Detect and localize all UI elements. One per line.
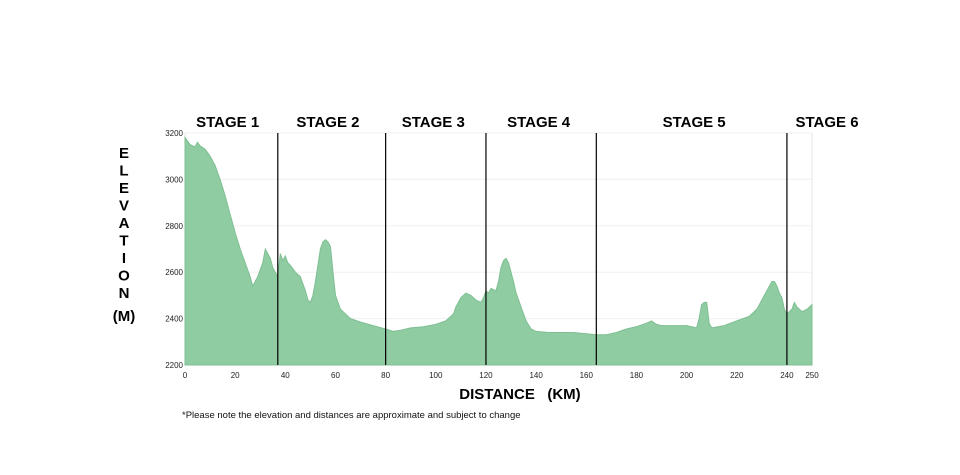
x-tick-label: 0	[183, 371, 188, 380]
x-tick-label: 80	[381, 371, 390, 380]
x-axis-ticks: 0 20 40 60 80 100 120 140 160 180 200 220 240 250	[183, 371, 819, 380]
x-tick-label: 250	[805, 371, 819, 380]
y-tick-label: 2800	[165, 222, 183, 231]
x-axis-title: DISTANCE (KM)	[459, 386, 580, 403]
y-tick-label: 2400	[165, 315, 183, 324]
x-tick-label: 100	[429, 371, 443, 380]
x-tick-label: 20	[231, 371, 240, 380]
x-tick-label: 120	[479, 371, 493, 380]
y-axis-unit: (M)	[113, 308, 136, 325]
x-tick-label: 180	[630, 371, 644, 380]
y-axis-title-letter: E	[119, 145, 129, 162]
elevation-area	[184, 136, 813, 366]
stage-label: STAGE 1	[196, 114, 259, 131]
stage-label: STAGE 2	[296, 114, 359, 131]
footnote: *Please note the elevation and distances…	[182, 410, 521, 421]
stage-label: STAGE 5	[663, 114, 726, 131]
x-tick-label: 60	[331, 371, 340, 380]
x-tick-label: 40	[281, 371, 290, 380]
y-axis-title-letter: V	[119, 198, 129, 215]
y-axis-title-letter: O	[118, 268, 130, 285]
y-tick-label: 3000	[165, 175, 183, 184]
x-tick-label: 220	[730, 371, 744, 380]
y-tick-label: 2200	[165, 361, 183, 370]
y-axis-title-letter: T	[119, 233, 128, 250]
x-tick-label: 200	[680, 371, 694, 380]
y-axis-title-letter: N	[119, 285, 130, 302]
x-tick-label: 240	[780, 371, 794, 380]
x-tick-label: 160	[580, 371, 594, 380]
stage-boundary-lines	[277, 133, 788, 365]
y-axis-title-letter: I	[122, 250, 126, 267]
y-axis-title-letter: A	[119, 215, 130, 232]
y-axis-title-letter: L	[119, 163, 128, 180]
y-tick-label: 3200	[165, 129, 183, 138]
stage-labels: STAGE 1 STAGE 2 STAGE 3 STAGE 4 STAGE 5 STAGE…	[196, 114, 858, 131]
y-axis-ticks: 2200 2400 2600 2800 3000 3200	[165, 129, 183, 370]
y-tick-label: 2600	[165, 268, 183, 277]
stage-label: STAGE 3	[402, 114, 465, 131]
stage-label: STAGE 4	[507, 114, 571, 131]
y-axis-title-letter: E	[119, 180, 129, 197]
stage-label: STAGE 6	[796, 114, 859, 131]
x-tick-label: 140	[529, 371, 543, 380]
